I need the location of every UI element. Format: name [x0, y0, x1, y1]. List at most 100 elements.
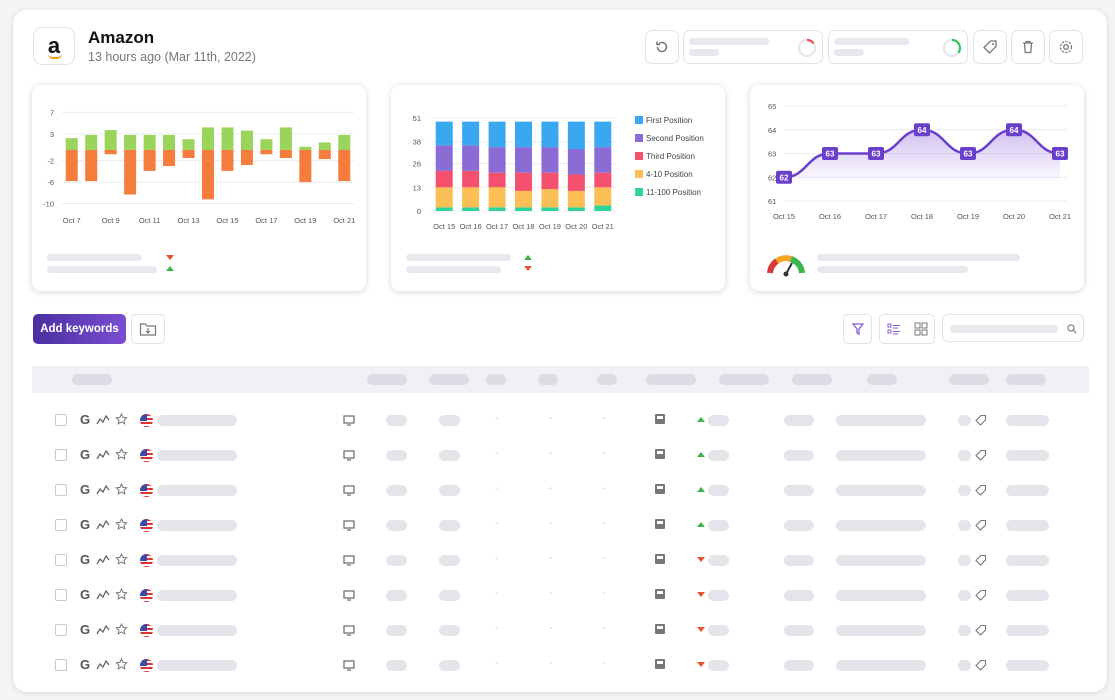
google-icon: G [80, 587, 91, 602]
filter-button[interactable] [843, 314, 872, 344]
column-header[interactable] [1006, 374, 1046, 385]
x-tick-label: Oct 19 [294, 216, 316, 225]
serp-features-icon[interactable] [654, 483, 666, 495]
import-button[interactable] [131, 314, 165, 344]
column-header[interactable] [719, 374, 769, 385]
placeholder [406, 254, 511, 261]
serp-features-icon[interactable] [654, 448, 666, 460]
bar-positive [143, 134, 156, 150]
column-header[interactable] [646, 374, 696, 385]
grid-view-button[interactable] [907, 322, 934, 336]
ranking-graph-icon[interactable] [96, 624, 110, 636]
star-icon[interactable] [115, 483, 128, 496]
bar-positive [240, 130, 253, 150]
star-icon[interactable] [115, 448, 128, 461]
y-tick-label: 38 [413, 138, 421, 147]
star-icon[interactable] [115, 658, 128, 671]
bar-positive [202, 127, 214, 150]
empty-cell: - [602, 448, 606, 459]
cell-placeholder [386, 590, 407, 601]
ranking-graph-icon[interactable] [96, 589, 110, 601]
tag-icon[interactable] [975, 659, 987, 671]
row-checkbox[interactable] [55, 624, 67, 636]
table-row[interactable]: G - - - [32, 613, 1089, 648]
legend-label: 11-100 Position [646, 188, 701, 197]
delete-button[interactable] [1011, 30, 1045, 64]
stacked-bar-segment [435, 145, 453, 171]
empty-cell: - [549, 518, 553, 529]
add-keywords-button[interactable]: Add keywords [33, 314, 126, 344]
tag-icon[interactable] [975, 414, 987, 426]
ranking-graph-icon[interactable] [96, 484, 110, 496]
serp-features-icon[interactable] [654, 588, 666, 600]
star-icon[interactable] [115, 413, 128, 426]
table-row[interactable]: G - - - [32, 403, 1089, 438]
column-header[interactable] [486, 374, 506, 385]
column-header[interactable] [429, 374, 469, 385]
last-updated: 13 hours ago (Mar 11th, 2022) [88, 50, 256, 64]
tag-icon[interactable] [975, 449, 987, 461]
trash-icon [1023, 40, 1033, 54]
row-checkbox[interactable] [55, 449, 67, 461]
stat-box-2[interactable] [828, 30, 968, 64]
list-view-button[interactable] [880, 322, 907, 336]
row-checkbox[interactable] [55, 519, 67, 531]
column-header[interactable] [597, 374, 617, 385]
refresh-button[interactable] [645, 30, 679, 64]
table-row[interactable]: G - - - [32, 578, 1089, 613]
tag-icon[interactable] [975, 624, 987, 636]
serp-features-icon[interactable] [654, 623, 666, 635]
search-input[interactable] [942, 314, 1084, 342]
table-row[interactable]: G - - - [32, 543, 1089, 578]
row-checkbox[interactable] [55, 484, 67, 496]
tag-icon[interactable] [975, 519, 987, 531]
us-flag-icon [140, 484, 153, 497]
row-checkbox[interactable] [55, 414, 67, 426]
table-row[interactable]: G - - - [32, 438, 1089, 473]
row-checkbox[interactable] [55, 554, 67, 566]
settings-button[interactable] [1049, 30, 1083, 64]
ranking-graph-icon[interactable] [96, 554, 110, 566]
column-header[interactable] [949, 374, 989, 385]
bar-negative [240, 149, 253, 165]
view-toggle [879, 314, 935, 344]
x-tick-label: Oct 11 [139, 216, 161, 225]
cell-placeholder [439, 555, 460, 566]
legend-swatch [635, 188, 643, 196]
serp-features-icon[interactable] [654, 518, 666, 530]
stacked-bar-segment [515, 190, 532, 208]
x-tick-label: Oct 9 [102, 216, 120, 225]
tag-icon[interactable] [975, 554, 987, 566]
column-header[interactable] [72, 374, 112, 385]
ranking-graph-icon[interactable] [96, 449, 110, 461]
star-icon[interactable] [115, 518, 128, 531]
star-icon[interactable] [115, 623, 128, 636]
ranking-graph-icon[interactable] [96, 659, 110, 671]
serp-features-icon[interactable] [654, 413, 666, 425]
placeholder [47, 254, 142, 261]
serp-features-icon[interactable] [654, 658, 666, 670]
y-tick-label: 13 [413, 183, 421, 192]
stacked-bar-segment [462, 121, 480, 146]
bar-negative [202, 149, 214, 200]
stat-box-1[interactable] [683, 30, 823, 64]
url-placeholder [836, 590, 926, 601]
serp-features-icon[interactable] [654, 553, 666, 565]
row-checkbox[interactable] [55, 659, 67, 671]
tag-icon[interactable] [975, 484, 987, 496]
desktop-icon [343, 625, 355, 636]
tag-button[interactable] [973, 30, 1007, 64]
star-icon[interactable] [115, 553, 128, 566]
column-header[interactable] [538, 374, 558, 385]
table-row[interactable]: G - - - [32, 648, 1089, 683]
row-checkbox[interactable] [55, 589, 67, 601]
column-header[interactable] [867, 374, 897, 385]
tag-icon[interactable] [975, 589, 987, 601]
column-header[interactable] [792, 374, 832, 385]
ranking-graph-icon[interactable] [96, 519, 110, 531]
star-icon[interactable] [115, 588, 128, 601]
table-row[interactable]: G - - - [32, 508, 1089, 543]
column-header[interactable] [367, 374, 407, 385]
table-row[interactable]: G - - - [32, 473, 1089, 508]
ranking-graph-icon[interactable] [96, 414, 110, 426]
